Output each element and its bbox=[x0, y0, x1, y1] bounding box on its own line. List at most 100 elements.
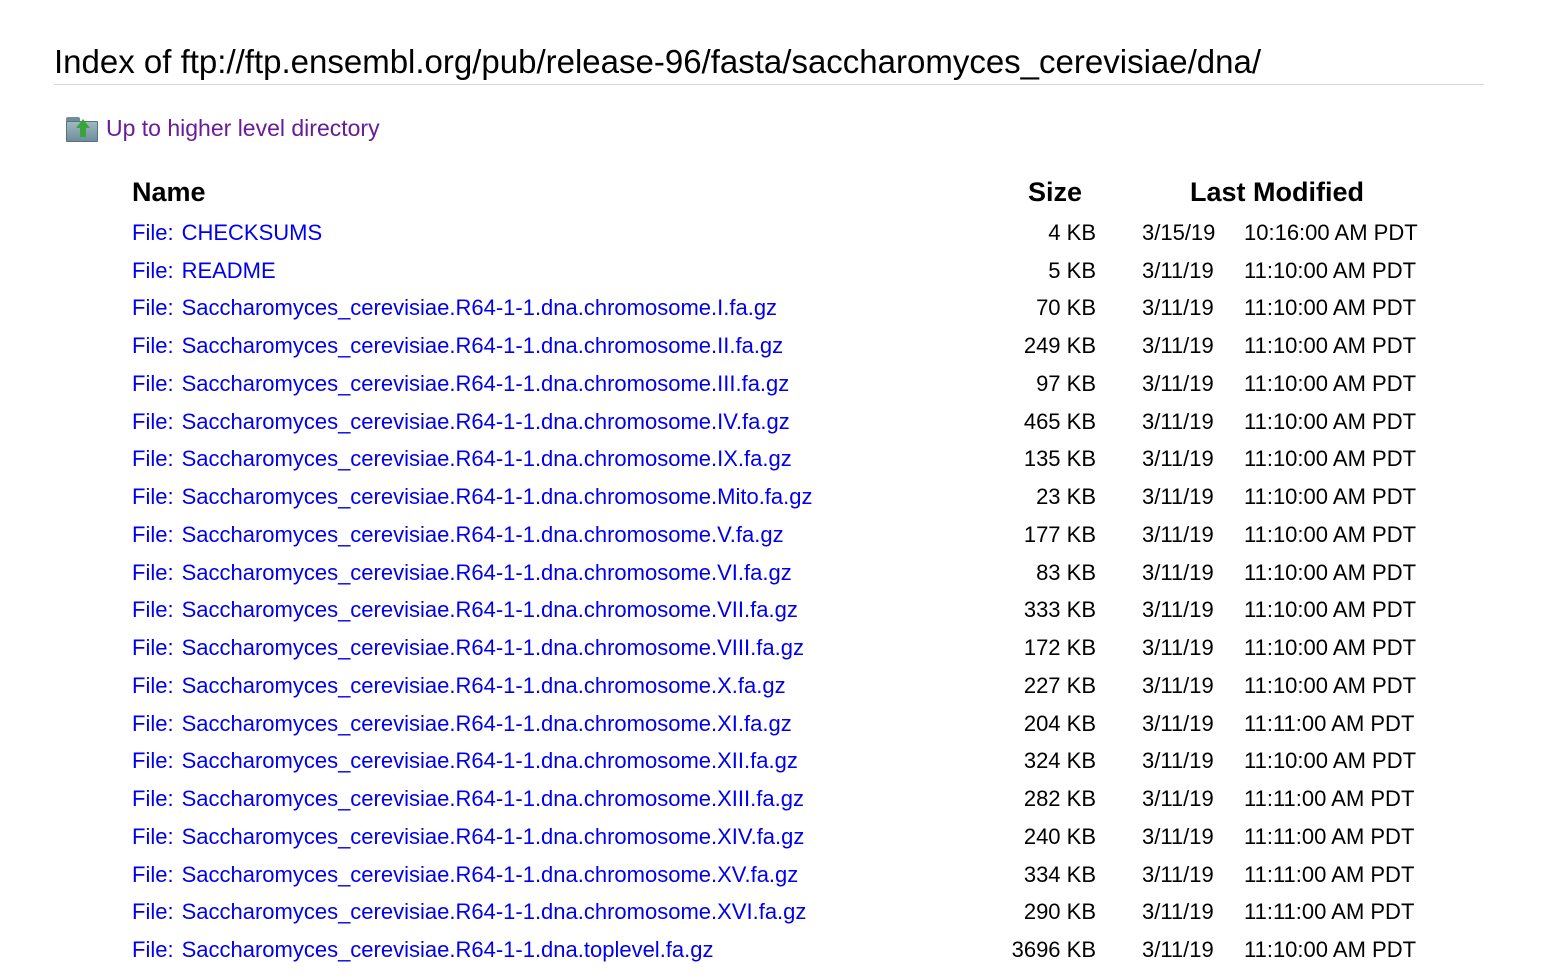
file-type-label: File: bbox=[132, 257, 174, 283]
file-link[interactable]: Saccharomyces_cerevisiae.R64-1-1.dna.chr… bbox=[181, 446, 792, 472]
file-link[interactable]: Saccharomyces_cerevisiae.R64-1-1.dna.chr… bbox=[181, 484, 813, 510]
file-date-cell: 3/11/19 bbox=[1142, 408, 1214, 434]
file-date-cell: 3/11/19 bbox=[1142, 333, 1214, 359]
table-row: File: Saccharomyces_cerevisiae.R64-1-1.dn… bbox=[120, 894, 1430, 932]
table-row: File: Saccharomyces_cerevisiae.R64-1-1.dn… bbox=[120, 478, 1430, 516]
file-size-cell: 240 KB bbox=[1023, 823, 1096, 849]
file-date-cell: 3/11/19 bbox=[1142, 861, 1214, 887]
file-size-cell: 227 KB bbox=[1023, 672, 1096, 698]
file-time-cell: 11:10:00 AM PDT bbox=[1244, 257, 1417, 283]
file-time-cell: 11:10:00 AM PDT bbox=[1244, 408, 1417, 434]
file-type-label: File: bbox=[132, 446, 174, 472]
table-row: File: Saccharomyces_cerevisiae.R64-1-1.dn… bbox=[120, 441, 1430, 479]
file-size-cell: 324 KB bbox=[1023, 748, 1096, 774]
file-time-cell: 11:10:00 AM PDT bbox=[1244, 672, 1417, 698]
file-size-cell: 172 KB bbox=[1023, 635, 1096, 661]
file-size-cell: 83 KB bbox=[1036, 559, 1096, 585]
file-size-cell: 334 KB bbox=[1023, 861, 1096, 887]
file-link[interactable]: Saccharomyces_cerevisiae.R64-1-1.dna.chr… bbox=[181, 295, 778, 321]
file-name-cell: File: Saccharomyces_cerevisiae.R64-1-1.dn… bbox=[120, 856, 934, 894]
file-date-cell: 3/11/19 bbox=[1142, 446, 1214, 472]
table-row: File: Saccharomyces_cerevisiae.R64-1-1.dn… bbox=[120, 931, 1430, 969]
file-size-cell: 204 KB bbox=[1023, 710, 1096, 736]
table-row: File: Saccharomyces_cerevisiae.R64-1-1.dn… bbox=[120, 290, 1430, 328]
file-name-cell: File: Saccharomyces_cerevisiae.R64-1-1.dn… bbox=[120, 629, 934, 667]
table-row: File: Saccharomyces_cerevisiae.R64-1-1.dn… bbox=[120, 327, 1430, 365]
table-row: File: Saccharomyces_cerevisiae.R64-1-1.dn… bbox=[120, 743, 1430, 781]
file-size-cell: 282 KB bbox=[1023, 786, 1096, 812]
file-link[interactable]: Saccharomyces_cerevisiae.R64-1-1.dna.chr… bbox=[181, 823, 805, 849]
file-size-cell: 177 KB bbox=[1023, 521, 1096, 547]
file-size-cell: 4 KB bbox=[1048, 219, 1096, 245]
file-date-cell: 3/11/19 bbox=[1142, 597, 1214, 623]
file-size-cell: 249 KB bbox=[1023, 333, 1096, 359]
file-time-cell: 11:11:00 AM PDT bbox=[1244, 710, 1415, 736]
file-type-label: File: bbox=[132, 786, 174, 812]
file-type-label: File: bbox=[132, 521, 174, 547]
file-size-cell: 23 KB bbox=[1036, 484, 1096, 510]
file-name-cell: File: Saccharomyces_cerevisiae.R64-1-1.dn… bbox=[120, 592, 934, 630]
file-date-cell: 3/11/19 bbox=[1142, 295, 1214, 321]
file-time-cell: 11:11:00 AM PDT bbox=[1244, 899, 1415, 925]
up-directory-label: Up to higher level directory bbox=[106, 114, 380, 141]
file-link[interactable]: Saccharomyces_cerevisiae.R64-1-1.dna.top… bbox=[181, 937, 714, 963]
file-link[interactable]: Saccharomyces_cerevisiae.R64-1-1.dna.chr… bbox=[181, 710, 792, 736]
file-type-label: File: bbox=[132, 823, 174, 849]
file-time-cell: 11:10:00 AM PDT bbox=[1244, 333, 1417, 359]
file-link[interactable]: Saccharomyces_cerevisiae.R64-1-1.dna.chr… bbox=[181, 786, 804, 812]
file-link[interactable]: Saccharomyces_cerevisiae.R64-1-1.dna.chr… bbox=[181, 559, 792, 585]
table-row: File: README 5 KB 3/11/19 11:10:00 AM PDT bbox=[120, 252, 1430, 290]
file-type-label: File: bbox=[132, 219, 174, 245]
file-time-cell: 11:10:00 AM PDT bbox=[1244, 446, 1417, 472]
file-name-cell: File: Saccharomyces_cerevisiae.R64-1-1.dn… bbox=[120, 780, 934, 818]
file-name-cell: File: Saccharomyces_cerevisiae.R64-1-1.dn… bbox=[120, 327, 934, 365]
name-column-header: Name bbox=[132, 176, 206, 207]
file-time-cell: 11:11:00 AM PDT bbox=[1244, 786, 1415, 812]
file-link[interactable]: Saccharomyces_cerevisiae.R64-1-1.dna.chr… bbox=[181, 861, 799, 887]
last-modified-column-header: Last Modified bbox=[1190, 176, 1364, 207]
file-link[interactable]: Saccharomyces_cerevisiae.R64-1-1.dna.chr… bbox=[181, 899, 807, 925]
file-time-cell: 11:10:00 AM PDT bbox=[1244, 748, 1417, 774]
file-date-cell: 3/11/19 bbox=[1142, 899, 1214, 925]
file-link[interactable]: Saccharomyces_cerevisiae.R64-1-1.dna.chr… bbox=[181, 748, 798, 774]
file-link[interactable]: Saccharomyces_cerevisiae.R64-1-1.dna.chr… bbox=[181, 521, 784, 547]
file-type-label: File: bbox=[132, 899, 174, 925]
file-link[interactable]: README bbox=[181, 257, 276, 283]
file-type-label: File: bbox=[132, 295, 174, 321]
title-divider bbox=[54, 84, 1484, 85]
table-row: File: Saccharomyces_cerevisiae.R64-1-1.dn… bbox=[120, 554, 1430, 592]
up-directory-link[interactable]: Up to higher level directory bbox=[66, 108, 380, 148]
file-name-cell: File: Saccharomyces_cerevisiae.R64-1-1.dn… bbox=[120, 705, 934, 743]
file-link[interactable]: Saccharomyces_cerevisiae.R64-1-1.dna.chr… bbox=[181, 635, 804, 661]
table-row: File: Saccharomyces_cerevisiae.R64-1-1.dn… bbox=[120, 592, 1430, 630]
file-link[interactable]: Saccharomyces_cerevisiae.R64-1-1.dna.chr… bbox=[181, 333, 784, 359]
table-row: File: Saccharomyces_cerevisiae.R64-1-1.dn… bbox=[120, 780, 1430, 818]
table-row: File: Saccharomyces_cerevisiae.R64-1-1.dn… bbox=[120, 856, 1430, 894]
file-type-label: File: bbox=[132, 370, 174, 396]
file-date-cell: 3/11/19 bbox=[1142, 937, 1214, 963]
file-time-cell: 11:10:00 AM PDT bbox=[1244, 597, 1417, 623]
file-type-label: File: bbox=[132, 559, 174, 585]
file-name-cell: File: Saccharomyces_cerevisiae.R64-1-1.dn… bbox=[120, 894, 934, 932]
file-link[interactable]: CHECKSUMS bbox=[181, 219, 323, 245]
file-date-cell: 3/11/19 bbox=[1142, 823, 1214, 849]
file-link[interactable]: Saccharomyces_cerevisiae.R64-1-1.dna.chr… bbox=[181, 597, 798, 623]
file-link[interactable]: Saccharomyces_cerevisiae.R64-1-1.dna.chr… bbox=[181, 370, 790, 396]
file-size-cell: 5 KB bbox=[1048, 257, 1096, 283]
file-size-cell: 135 KB bbox=[1023, 446, 1096, 472]
file-date-cell: 3/15/19 bbox=[1142, 219, 1216, 245]
table-row: File: Saccharomyces_cerevisiae.R64-1-1.dn… bbox=[120, 818, 1430, 856]
file-size-cell: 333 KB bbox=[1023, 597, 1096, 623]
file-type-label: File: bbox=[132, 710, 174, 736]
file-date-cell: 3/11/19 bbox=[1142, 748, 1214, 774]
file-time-cell: 11:10:00 AM PDT bbox=[1244, 484, 1417, 510]
file-link[interactable]: Saccharomyces_cerevisiae.R64-1-1.dna.chr… bbox=[181, 408, 790, 434]
table-row: File: Saccharomyces_cerevisiae.R64-1-1.dn… bbox=[120, 629, 1430, 667]
file-type-label: File: bbox=[132, 672, 174, 698]
file-link[interactable]: Saccharomyces_cerevisiae.R64-1-1.dna.chr… bbox=[181, 672, 786, 698]
folder-up-icon bbox=[66, 114, 98, 142]
file-name-cell: File: Saccharomyces_cerevisiae.R64-1-1.dn… bbox=[120, 554, 934, 592]
file-time-cell: 11:10:00 AM PDT bbox=[1244, 521, 1417, 547]
file-date-cell: 3/11/19 bbox=[1142, 370, 1214, 396]
